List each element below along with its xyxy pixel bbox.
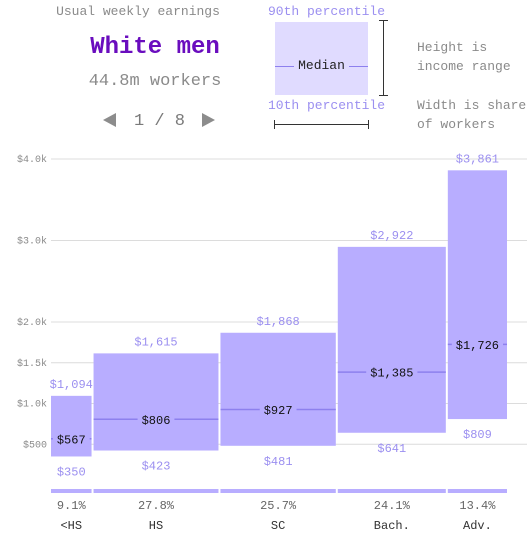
p10-value-label: $423 xyxy=(142,460,171,474)
share-label: 9.1% xyxy=(57,499,87,513)
share-label: 24.1% xyxy=(374,499,411,513)
previous-arrow-icon[interactable] xyxy=(103,113,116,127)
y-tick-label: $1.5k xyxy=(17,358,47,370)
share-strip xyxy=(447,489,507,493)
legend-height-note: Height is income range xyxy=(417,40,511,74)
legend-height-bracket xyxy=(383,20,384,95)
category-label: SC xyxy=(271,519,285,533)
share-label: 13.4% xyxy=(459,499,496,513)
median-value-label: $1,726 xyxy=(456,339,499,353)
legend-width-bracket xyxy=(274,124,368,125)
p10-value-label: $350 xyxy=(57,465,86,479)
legend-width-bracket-right xyxy=(368,120,369,129)
median-value-label: $567 xyxy=(57,433,86,447)
share-strip xyxy=(51,489,92,493)
p10-value-label: $481 xyxy=(264,455,293,469)
income-range-bar xyxy=(93,353,219,451)
y-tick-label: $3.0k xyxy=(17,236,47,248)
legend-median-wrap: Median xyxy=(275,58,368,73)
legend-width-note: Width is share of workers xyxy=(417,98,527,132)
income-range-bar xyxy=(337,246,446,433)
share-strip xyxy=(220,489,336,493)
median-label-bg xyxy=(259,401,297,418)
income-range-bar xyxy=(447,170,507,420)
legend-width-bracket-left xyxy=(274,120,275,129)
median-value-label: $1,385 xyxy=(370,367,413,381)
group-name-title: White men xyxy=(90,34,220,61)
p90-value-label: $1,094 xyxy=(50,378,93,392)
median-label-bg xyxy=(137,411,175,428)
median-value-label: $806 xyxy=(142,414,171,428)
y-tick-label: $2.0k xyxy=(17,317,47,329)
p10-value-label: $641 xyxy=(377,442,406,456)
y-tick-label: $4.0k xyxy=(17,154,47,166)
median-label-bg xyxy=(366,364,418,381)
share-strip xyxy=(337,489,446,493)
legend-height-bracket-top xyxy=(379,20,388,21)
next-arrow-icon[interactable] xyxy=(202,113,215,127)
share-strip xyxy=(93,489,219,493)
category-label: <HS xyxy=(60,519,82,533)
y-tick-label: $1.0k xyxy=(17,399,47,411)
share-label: 25.7% xyxy=(260,499,297,513)
p90-value-label: $3,861 xyxy=(456,152,499,166)
legend-height-bracket-bottom xyxy=(379,95,388,96)
chart-header-label: Usual weekly earnings xyxy=(56,4,220,19)
p10-value-label: $809 xyxy=(463,428,492,442)
page-indicator: 1 / 8 xyxy=(134,112,186,131)
median-label-bg xyxy=(451,336,504,353)
income-range-bar xyxy=(220,332,336,446)
category-label: Adv. xyxy=(463,519,492,533)
share-label: 27.8% xyxy=(138,499,175,513)
group-workers-count: 44.8m workers xyxy=(88,72,222,91)
y-tick-label: $500 xyxy=(23,439,47,451)
legend-median-label: Median xyxy=(294,58,349,73)
category-label: Bach. xyxy=(374,519,410,533)
p90-value-label: $1,615 xyxy=(134,335,177,349)
category-label: HS xyxy=(149,519,163,533)
p90-value-label: $1,868 xyxy=(257,315,300,329)
median-label-bg xyxy=(52,430,90,447)
p90-value-label: $2,922 xyxy=(370,229,413,243)
median-value-label: $927 xyxy=(264,404,293,418)
legend-90th-percentile-label: 90th percentile xyxy=(268,4,386,19)
income-range-bar xyxy=(51,395,92,457)
legend-10th-percentile-label: 10th percentile xyxy=(268,98,386,113)
